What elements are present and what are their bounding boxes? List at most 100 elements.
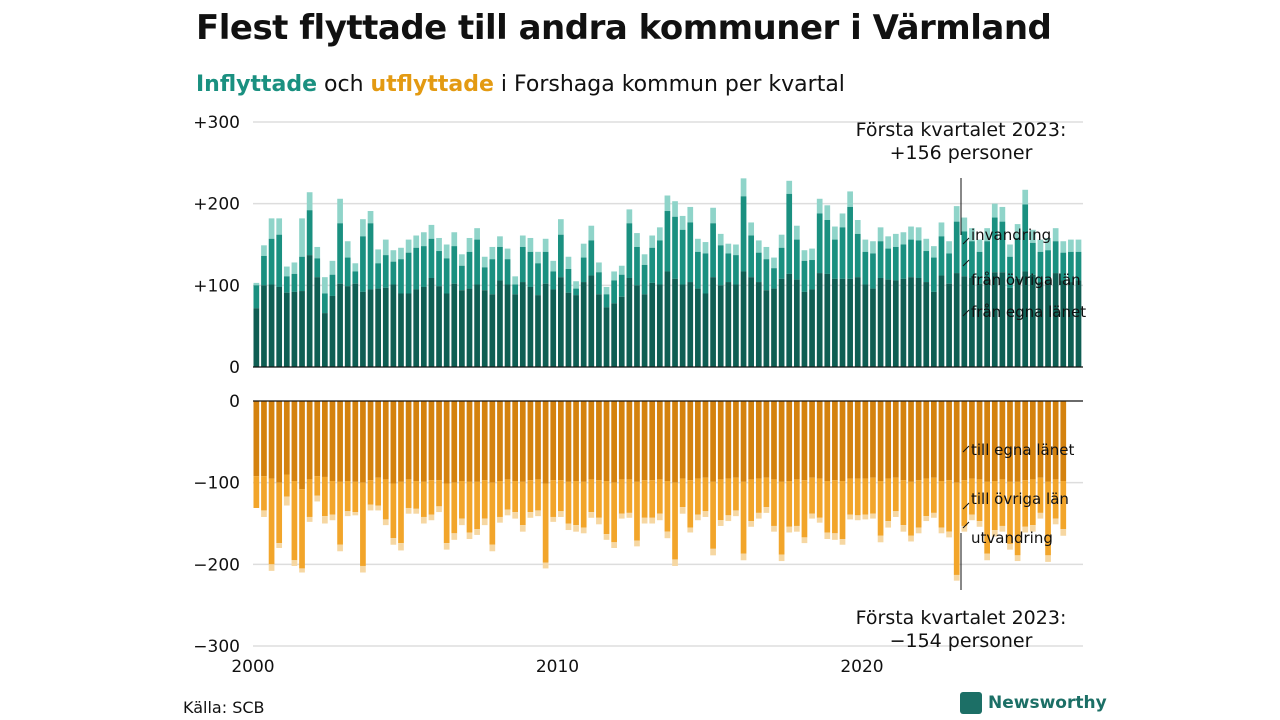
bar-out-other-county — [999, 479, 1006, 526]
bar-in-other-county — [420, 246, 427, 287]
bar-out-own-county — [961, 401, 968, 481]
bar-out-emigration — [337, 544, 343, 552]
bar-out-other-county — [786, 481, 793, 527]
bar-out-other-county — [573, 481, 579, 526]
bar-in-other-county — [862, 251, 869, 285]
bar-in-immigration — [793, 225, 800, 240]
bar-in-other-county — [573, 288, 579, 296]
bar-in-immigration — [740, 178, 747, 197]
bar-in-own-county — [337, 283, 343, 367]
bar-in-own-county — [870, 288, 876, 367]
bar-out-emigration — [991, 530, 998, 537]
bar-in-own-county — [299, 291, 305, 367]
bar-out-emigration — [816, 517, 823, 523]
bar-out-own-county — [1022, 401, 1029, 481]
bar-out-own-county — [870, 401, 876, 478]
bar-in-immigration — [1060, 241, 1067, 253]
bar-in-own-county — [352, 283, 359, 367]
bar-out-other-county — [740, 481, 747, 554]
bar-out-other-county — [1052, 479, 1059, 519]
bar-out-other-county — [512, 481, 519, 513]
bar-out-own-county — [649, 401, 656, 481]
bar-in-own-county — [466, 288, 473, 367]
bar-out-emigration — [908, 535, 914, 542]
bar-in-immigration — [443, 244, 450, 259]
bar-in-other-county — [984, 241, 990, 278]
bar-out-emigration — [580, 527, 587, 534]
bar-in-own-county — [938, 275, 945, 367]
bar-out-emigration — [542, 562, 549, 569]
bar-out-own-county — [542, 401, 549, 484]
bar-out-other-county — [611, 482, 617, 543]
bar-in-immigration — [771, 257, 777, 269]
bar-in-immigration — [695, 238, 701, 252]
bar-in-other-county — [618, 274, 625, 297]
bar-out-other-county — [801, 480, 808, 538]
bar-out-other-county — [824, 481, 831, 533]
bar-in-other-county — [428, 238, 435, 278]
bar-in-own-county — [428, 277, 435, 367]
bar-in-own-county — [558, 277, 564, 367]
bar-in-other-county — [832, 239, 838, 279]
bar-in-immigration — [367, 211, 374, 224]
bar-out-own-county — [702, 401, 709, 478]
bar-in-immigration — [786, 180, 793, 194]
bar-in-immigration — [451, 232, 458, 247]
bar-out-emigration — [306, 516, 313, 522]
bar-out-emigration — [976, 521, 983, 527]
bar-out-emigration — [504, 509, 511, 516]
bar-out-other-county — [664, 481, 671, 532]
bar-in-immigration — [580, 243, 587, 258]
bar-out-other-county — [276, 482, 283, 544]
bar-in-immigration — [649, 235, 656, 248]
bar-out-other-county — [641, 480, 648, 518]
bar-out-other-county — [413, 481, 420, 509]
bar-out-emigration — [710, 548, 716, 556]
bar-out-own-county — [329, 401, 336, 482]
bar-in-other-county — [824, 220, 831, 274]
bar-in-immigration — [748, 222, 755, 236]
bar-in-immigration — [953, 206, 960, 222]
bar-in-own-county — [969, 277, 975, 367]
bar-out-other-county — [253, 476, 260, 508]
bar-out-other-county — [854, 478, 861, 516]
bar-out-own-county — [474, 401, 480, 482]
bar-in-own-county — [360, 291, 366, 367]
bar-in-other-county — [382, 255, 389, 288]
bar-in-immigration — [664, 195, 671, 212]
bar-out-other-county — [809, 477, 815, 514]
bar-in-other-county — [900, 244, 907, 279]
y-tick-label-top: +300 — [193, 113, 240, 133]
bar-out-emigration — [550, 516, 557, 522]
bar-in-own-county — [626, 277, 633, 367]
bar-in-own-county — [634, 285, 640, 367]
bar-in-other-county — [969, 241, 975, 278]
bar-in-immigration — [854, 220, 861, 234]
bar-in-immigration — [390, 250, 397, 262]
bar-in-immigration — [588, 225, 595, 241]
bar-in-immigration — [322, 277, 328, 294]
bar-out-own-county — [443, 401, 450, 484]
y-tick-label-bottom: −100 — [193, 474, 240, 494]
bar-out-other-county — [832, 480, 838, 534]
bar-in-immigration — [459, 254, 465, 266]
bar-in-other-county — [641, 264, 648, 295]
bar-out-emigration — [687, 527, 694, 533]
bar-out-emigration — [489, 544, 496, 552]
bar-out-other-county — [862, 478, 869, 515]
bar-out-other-county — [969, 478, 975, 515]
bar-in-other-county — [253, 285, 260, 309]
bar-in-own-county — [527, 286, 534, 367]
bar-out-emigration — [786, 526, 793, 533]
bar-in-own-county — [755, 282, 762, 367]
bar-out-other-county — [984, 481, 990, 554]
bar-in-other-county — [953, 221, 960, 274]
bar-out-emigration — [1029, 525, 1036, 532]
bar-in-immigration — [946, 241, 952, 254]
bar-out-emigration — [360, 565, 366, 573]
bar-in-immigration — [283, 266, 290, 277]
bar-out-emigration — [740, 553, 747, 561]
bar-out-emigration — [984, 553, 990, 561]
bar-out-own-county — [253, 401, 260, 477]
bar-in-own-county — [283, 292, 290, 367]
